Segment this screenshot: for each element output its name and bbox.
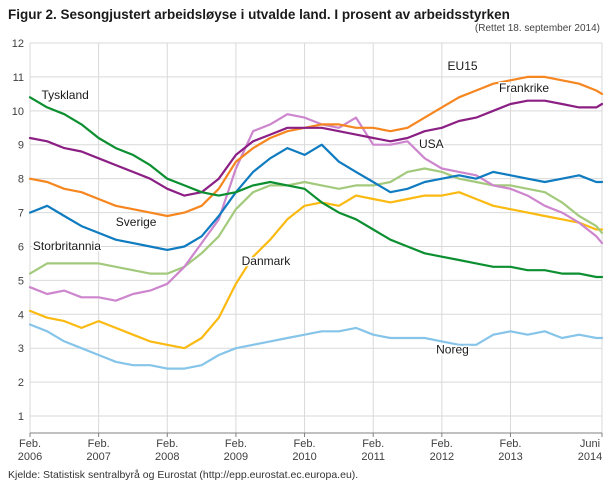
series-line-frankrike	[28, 99, 604, 197]
series-label-storbritannia: Storbritannia	[33, 239, 101, 253]
series-line-usa	[28, 113, 604, 302]
x-tick-label: Feb.	[88, 438, 110, 450]
series-label-frankrike: Frankrike	[499, 81, 549, 95]
y-tick-label: 10	[12, 106, 24, 118]
y-tick-label: 7	[18, 208, 24, 220]
series-line-eu15	[28, 75, 604, 218]
unemployment-line-chart: 123456789101112Feb.2006Feb.2007Feb.2008F…	[12, 38, 604, 463]
x-tick-label: 2012	[430, 451, 454, 463]
x-tick-label: 2013	[498, 451, 522, 463]
x-tick-label: 2011	[361, 451, 385, 463]
series-label-eu15: EU15	[448, 59, 478, 73]
y-tick-label: 12	[12, 38, 24, 50]
series-line-storbritannia	[28, 167, 604, 275]
y-tick-label: 6	[18, 241, 24, 253]
x-tick-label: Feb.	[225, 438, 247, 450]
series-label-danmark: Danmark	[242, 254, 292, 268]
x-tick-label: Feb.	[156, 438, 178, 450]
figure-header: Figur 2. Sesongjustert arbeidsløyse i ut…	[0, 0, 610, 35]
source-note: Kjelde: Statistisk sentralbyrå og Eurost…	[8, 469, 359, 481]
series-label-usa: USA	[419, 137, 444, 151]
chart-area: 1 2 3 4 5 6 7 8 9 10 11 12 Feb. 2006 Feb. 2007 Feb. 2008 F…	[0, 35, 610, 467]
y-tick-label: 9	[18, 140, 24, 152]
x-tick-label: Juni	[580, 438, 600, 450]
x-tick-label: Feb.	[362, 438, 384, 450]
y-tick-label: 11	[13, 72, 24, 84]
y-tick-label: 2	[18, 377, 24, 389]
revision-note: (Rettet 18. september 2014)	[474, 23, 600, 34]
series-line-sverige	[28, 143, 604, 251]
x-tick-label: 2007	[86, 451, 110, 463]
series-label-noreg: Noreg	[436, 342, 469, 356]
series-line-noreg	[28, 323, 604, 370]
x-tick-label: 2010	[292, 451, 316, 463]
series-label-tyskland: Tyskland	[41, 88, 88, 102]
x-tick-label: Feb.	[294, 438, 316, 450]
y-tick-label: 1	[18, 411, 24, 423]
series-label-sverige: Sverige	[116, 215, 157, 229]
x-tick-label: Feb.	[499, 438, 521, 450]
x-tick-label: Feb.	[431, 438, 453, 450]
x-tick-label: 2009	[224, 451, 248, 463]
y-tick-label: 8	[18, 174, 24, 186]
figure-title: Figur 2. Sesongjustert arbeidsløyse i ut…	[8, 7, 510, 22]
x-tick-label: 2008	[155, 451, 179, 463]
y-tick-label: 5	[18, 275, 24, 287]
series-line-tyskland	[28, 96, 604, 279]
y-tick-label: 4	[18, 309, 24, 321]
x-tick-label: Feb.	[19, 438, 41, 450]
x-tick-label: 2006	[18, 451, 42, 463]
x-tick-label: 2014	[578, 451, 602, 463]
y-tick-label: 3	[18, 343, 24, 355]
